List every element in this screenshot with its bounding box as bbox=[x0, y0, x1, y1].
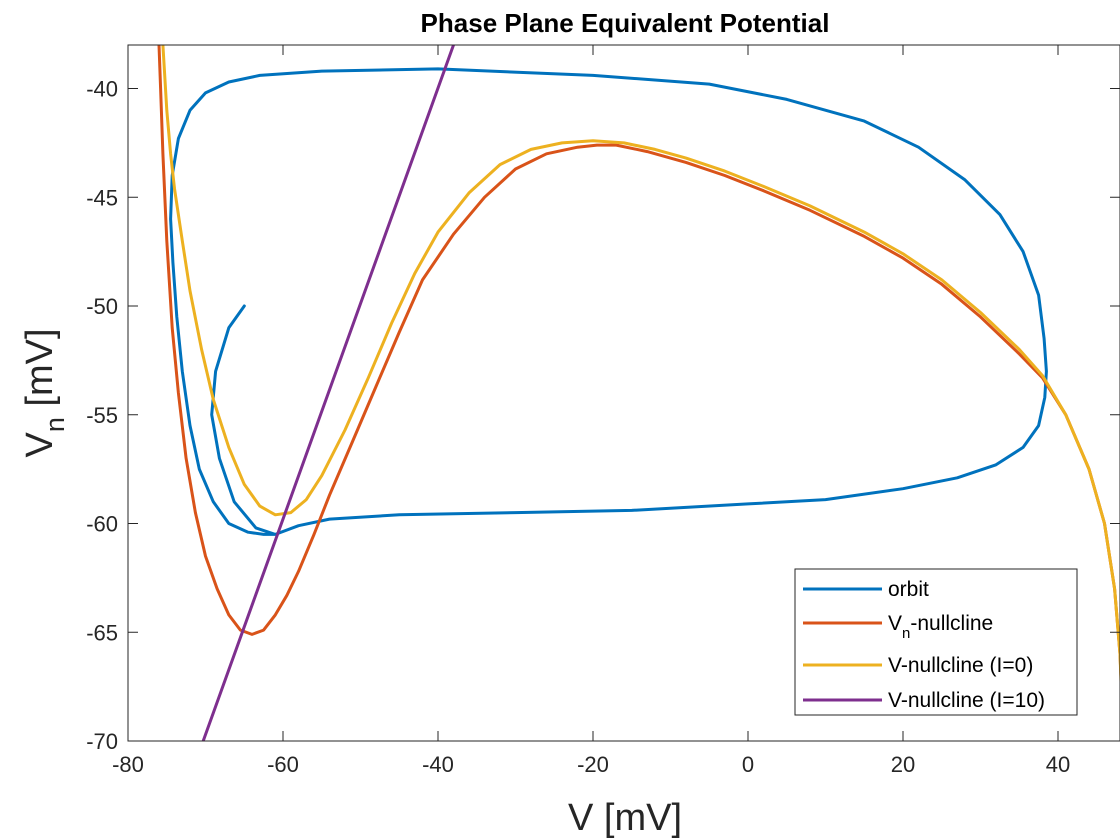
legend-label-2: V-nullcline (I=0) bbox=[888, 654, 1033, 677]
series-line-3 bbox=[201, 45, 455, 741]
series-line-0 bbox=[169, 67, 1048, 536]
svg-text:Vn [mV]: Vn [mV] bbox=[19, 328, 70, 457]
x-tick-label: 20 bbox=[891, 752, 915, 777]
legend-label-0: orbit bbox=[888, 578, 929, 601]
series-line-2 bbox=[161, 45, 1120, 697]
axes-box bbox=[127, 44, 1120, 742]
y-axis-label-rest: [mV] bbox=[19, 328, 61, 417]
series-group bbox=[157, 45, 1120, 741]
y-tick-label: -50 bbox=[86, 294, 118, 319]
legend-label-1: Vn-nullcline bbox=[888, 612, 993, 642]
y-tick-label: -65 bbox=[86, 620, 118, 645]
x-tick-label: -20 bbox=[577, 752, 609, 777]
legend: orbit Vn-nullcline V-nullcline (I=0) V-null… bbox=[794, 568, 1078, 716]
y-axis-label: Vn [mV] bbox=[19, 328, 70, 457]
y-tick-label: -45 bbox=[86, 185, 118, 210]
x-tick-label: -80 bbox=[112, 752, 144, 777]
y-axis-label-main: V bbox=[19, 432, 61, 458]
series-line-1 bbox=[157, 45, 1120, 688]
x-axis-label: V [mV] bbox=[568, 797, 682, 839]
y-tick-label: -40 bbox=[86, 77, 118, 102]
chart-title: Phase Plane Equivalent Potential bbox=[421, 8, 830, 38]
y-axis-label-sub: n bbox=[40, 417, 70, 432]
y-tick-label: -60 bbox=[86, 512, 118, 537]
legend-box bbox=[794, 568, 1078, 716]
x-tick-label: -40 bbox=[422, 752, 454, 777]
legend-label-3: V-nullcline (I=10) bbox=[888, 689, 1045, 712]
axes-group: -80 -60 -40 -20 0 20 40 -70 -65 -60 -55 -50 -45 -40 bbox=[86, 44, 1120, 777]
x-tick-label: -60 bbox=[267, 752, 299, 777]
y-tick-label: -55 bbox=[86, 403, 118, 428]
x-tick-label: 0 bbox=[742, 752, 754, 777]
x-tick-label: 40 bbox=[1046, 752, 1070, 777]
y-tick-label: -70 bbox=[86, 729, 118, 754]
